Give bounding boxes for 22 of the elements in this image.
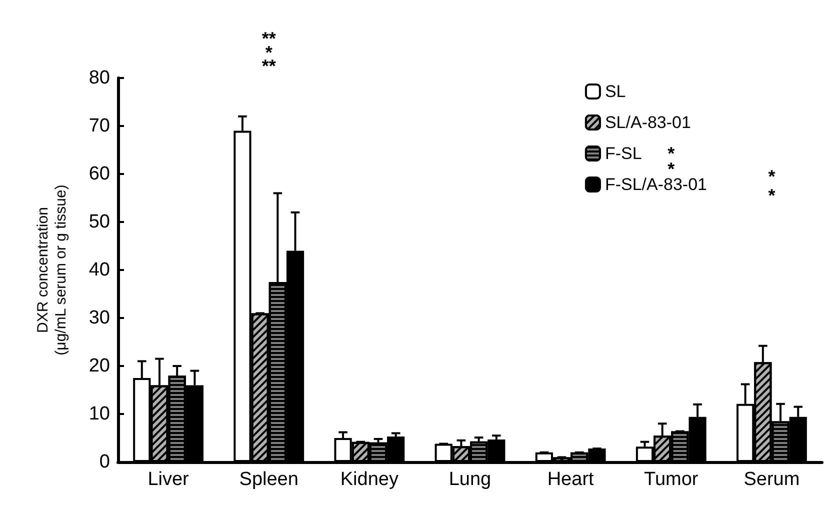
y-tick-label: 70	[88, 116, 110, 136]
x-tick-label: Tumor	[644, 469, 699, 490]
y-tick-label: 40	[88, 260, 110, 280]
y-tick-label: 20	[88, 356, 110, 376]
x-tick-label: Lung	[448, 469, 492, 490]
y-tick-label: 30	[88, 308, 110, 328]
y-tick-label: 60	[88, 164, 110, 184]
y-tick-label: 50	[88, 212, 110, 232]
annotation: *	[768, 186, 776, 206]
x-tick-label: Spleen	[239, 469, 298, 490]
legend-label: SL/A-83-01	[604, 113, 691, 132]
y-tick-label: 10	[88, 404, 110, 424]
legend-label: SL	[604, 82, 626, 101]
x-tick-label: Heart	[547, 469, 595, 490]
y-axis-title: DXR concentration (μg/mL serum or g tissue)	[34, 184, 70, 356]
y-tick-label: 0	[99, 452, 110, 472]
y-tick-label: 80	[88, 68, 110, 88]
legend-label: F-SL	[604, 144, 642, 163]
x-tick-label: Serum	[744, 469, 800, 490]
x-tick-label: Liver	[148, 469, 190, 490]
x-tick-label: Kidney	[340, 469, 399, 490]
annotation: *	[768, 166, 776, 187]
